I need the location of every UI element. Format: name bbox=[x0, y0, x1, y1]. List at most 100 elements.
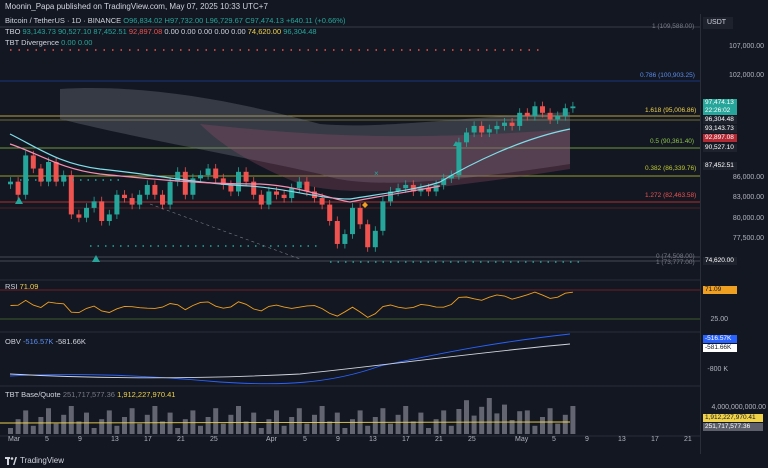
fib-label-0: 0 (74,508.00) bbox=[656, 253, 695, 260]
price-tick: 86,000.00 bbox=[732, 174, 764, 181]
fib-label-05: 0.5 (90,361.40) bbox=[650, 138, 695, 145]
tbo-last: 96,304.48 bbox=[283, 27, 317, 36]
volume-bar bbox=[68, 406, 74, 434]
volume-bar bbox=[190, 410, 196, 434]
obv-legend[interactable]: OBV -516.57K -581.66K bbox=[5, 337, 86, 347]
volume-bar bbox=[281, 425, 287, 434]
candle-body bbox=[144, 184, 150, 195]
time-tick: 9 bbox=[78, 436, 82, 443]
price-tick: 77,500.00 bbox=[732, 235, 764, 242]
rsi-tick-25: 25.00 bbox=[710, 316, 728, 323]
volume-bar bbox=[418, 412, 424, 434]
rsi-label: RSI bbox=[5, 282, 18, 291]
candle-body bbox=[342, 234, 348, 244]
candle-body bbox=[395, 188, 401, 192]
candle-body bbox=[167, 181, 173, 205]
time-tick: 13 bbox=[369, 436, 377, 443]
volume-bar bbox=[562, 414, 568, 434]
volume-bar bbox=[152, 406, 158, 434]
tbo-legend[interactable]: TBO 93,143.73 90,527.10 87,452.51 92,897… bbox=[5, 27, 317, 37]
time-tick: 5 bbox=[303, 436, 307, 443]
candle-body bbox=[433, 184, 439, 192]
fib-label-1272: 1.272 (82,463.58) bbox=[645, 192, 697, 199]
candle-body bbox=[53, 161, 59, 182]
candle-body bbox=[365, 224, 371, 248]
volume-bar bbox=[319, 406, 325, 434]
currency-label[interactable]: USDT bbox=[703, 17, 733, 29]
time-tick: 21 bbox=[177, 436, 185, 443]
volume-bar bbox=[540, 417, 545, 434]
candle-body bbox=[464, 132, 469, 143]
volume-bar bbox=[426, 428, 431, 434]
rsi-line bbox=[10, 291, 573, 318]
tbo-red-value: 92,897.08 bbox=[128, 27, 163, 36]
candle-body bbox=[555, 116, 561, 120]
volume-bar bbox=[479, 406, 485, 434]
time-tick: 21 bbox=[684, 436, 692, 443]
cloud-pink bbox=[200, 124, 570, 192]
ma-teal bbox=[9, 128, 571, 200]
price-axis[interactable] bbox=[700, 14, 768, 454]
candle-body bbox=[99, 201, 105, 221]
volume-bar bbox=[448, 425, 454, 434]
volume-bar bbox=[30, 425, 36, 434]
candle-body bbox=[296, 181, 302, 189]
volume-bar bbox=[61, 414, 67, 434]
candle-body bbox=[129, 198, 135, 205]
candle-body bbox=[456, 142, 462, 176]
candle-body bbox=[274, 191, 279, 195]
volume-bar bbox=[129, 408, 135, 434]
tbt-legend[interactable]: TBT Base/Quote 251,717,577.36 1,912,227,… bbox=[5, 390, 175, 400]
diamond-marker bbox=[362, 202, 368, 208]
time-tick: 17 bbox=[144, 436, 152, 443]
time-tick: 13 bbox=[111, 436, 119, 443]
volume-bar bbox=[106, 410, 112, 434]
volume-bar bbox=[213, 408, 219, 434]
price-tick: 80,000.00 bbox=[732, 215, 764, 222]
volume-bar bbox=[456, 409, 462, 434]
tbo-values: 93,143.73 90,527.10 87,452.51 bbox=[22, 27, 127, 36]
candle-body bbox=[524, 112, 530, 117]
time-tick: 17 bbox=[651, 436, 659, 443]
tbt-divergence-legend[interactable]: TBT Divergence 0.00 0.00 bbox=[5, 38, 92, 48]
candle-body bbox=[190, 178, 196, 195]
footer: TradingView bbox=[0, 454, 768, 468]
candle-body bbox=[220, 178, 226, 185]
symbol-legend[interactable]: Bitcoin / TetherUS · 1D · BINANCE O96,83… bbox=[5, 16, 345, 26]
price-badge: 90,527.10 bbox=[703, 144, 737, 152]
volume-bar bbox=[464, 400, 469, 434]
candle-body bbox=[114, 194, 120, 215]
rsi-legend[interactable]: RSI 71.09 bbox=[5, 282, 38, 292]
candle-body bbox=[502, 122, 507, 126]
volume-bar bbox=[243, 421, 249, 434]
candle-body bbox=[30, 155, 36, 169]
candle-body bbox=[312, 191, 317, 199]
candle-body bbox=[547, 112, 553, 120]
candle-body bbox=[106, 214, 112, 221]
volume-bar bbox=[160, 421, 165, 434]
buy-marker-2 bbox=[92, 255, 100, 262]
candle-body bbox=[236, 171, 241, 192]
fib-label-1b: 1 (73,777.00) bbox=[656, 259, 695, 266]
time-tick: 21 bbox=[435, 436, 443, 443]
ohlc-high: H97,732.00 bbox=[164, 16, 204, 25]
price-badge: 97,474.13 bbox=[703, 99, 737, 107]
candle-body bbox=[182, 171, 188, 195]
volume-bar bbox=[372, 417, 378, 434]
volume-bar bbox=[251, 412, 257, 434]
publish-header: Moonin_Papa published on TradingView.com… bbox=[0, 0, 768, 14]
candle-body bbox=[562, 108, 568, 117]
volume-bar bbox=[46, 408, 51, 434]
tbt-divergence-label: TBT Divergence bbox=[5, 38, 60, 47]
price-badge: 87,452.51 bbox=[703, 162, 737, 170]
volume-bar bbox=[258, 428, 264, 434]
volume-bar bbox=[198, 425, 203, 434]
price-chart[interactable]: × bbox=[0, 14, 700, 454]
volume-bar bbox=[342, 428, 348, 434]
volume-bar bbox=[327, 421, 333, 434]
volume-bar bbox=[289, 417, 295, 434]
tbt-badge-1: 1,912,227,970.41 bbox=[703, 414, 763, 422]
candle-body bbox=[494, 125, 500, 130]
publish-text: Moonin_Papa published on TradingView.com… bbox=[5, 2, 268, 11]
candle-body bbox=[403, 184, 409, 189]
